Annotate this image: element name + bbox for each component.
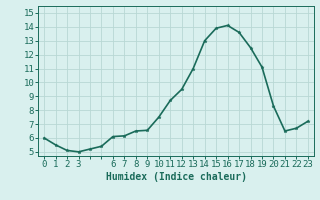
- X-axis label: Humidex (Indice chaleur): Humidex (Indice chaleur): [106, 172, 246, 182]
